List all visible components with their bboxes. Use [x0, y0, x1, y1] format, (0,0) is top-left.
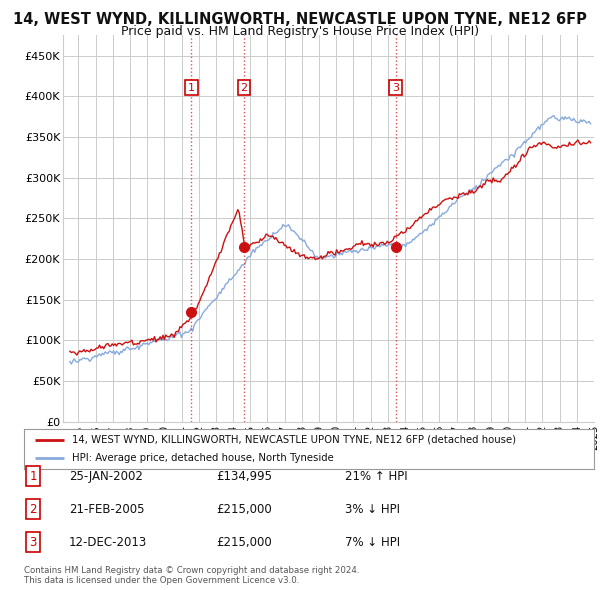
Text: 2: 2: [29, 503, 37, 516]
Text: 14, WEST WYND, KILLINGWORTH, NEWCASTLE UPON TYNE, NE12 6FP: 14, WEST WYND, KILLINGWORTH, NEWCASTLE U…: [13, 12, 587, 27]
Text: HPI: Average price, detached house, North Tyneside: HPI: Average price, detached house, Nort…: [73, 453, 334, 463]
Text: 3: 3: [392, 83, 399, 93]
Text: 12-DEC-2013: 12-DEC-2013: [69, 536, 147, 549]
Text: Price paid vs. HM Land Registry's House Price Index (HPI): Price paid vs. HM Land Registry's House …: [121, 25, 479, 38]
Text: 3% ↓ HPI: 3% ↓ HPI: [345, 503, 400, 516]
Text: 21% ↑ HPI: 21% ↑ HPI: [345, 470, 407, 483]
Text: 3: 3: [29, 536, 37, 549]
Text: 1: 1: [188, 83, 195, 93]
Text: £134,995: £134,995: [216, 470, 272, 483]
Text: Contains HM Land Registry data © Crown copyright and database right 2024.
This d: Contains HM Land Registry data © Crown c…: [24, 566, 359, 585]
Text: 7% ↓ HPI: 7% ↓ HPI: [345, 536, 400, 549]
Text: 14, WEST WYND, KILLINGWORTH, NEWCASTLE UPON TYNE, NE12 6FP (detached house): 14, WEST WYND, KILLINGWORTH, NEWCASTLE U…: [73, 435, 517, 445]
Text: £215,000: £215,000: [216, 503, 272, 516]
Text: 2: 2: [241, 83, 248, 93]
Text: 1: 1: [29, 470, 37, 483]
Text: 25-JAN-2002: 25-JAN-2002: [69, 470, 143, 483]
Text: 21-FEB-2005: 21-FEB-2005: [69, 503, 145, 516]
Text: £215,000: £215,000: [216, 536, 272, 549]
